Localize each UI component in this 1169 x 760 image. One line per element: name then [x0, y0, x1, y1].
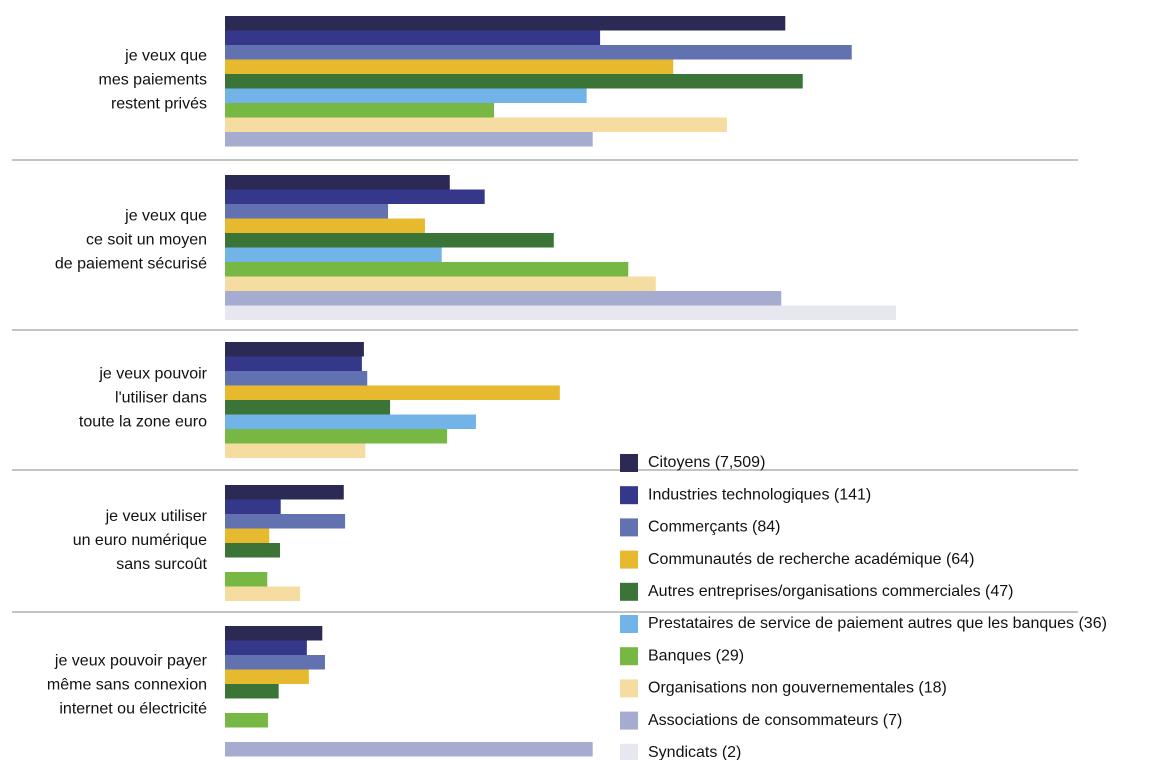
bar: [225, 132, 593, 147]
legend-label: Communautés de recherche académique (64): [648, 551, 974, 568]
legend-label: Banques (29): [648, 647, 744, 664]
bar: [225, 669, 309, 684]
category-label: restent privés: [111, 96, 207, 113]
legend-swatch: [620, 615, 638, 633]
bar: [225, 572, 268, 587]
category-label: je veux pouvoir payer: [54, 653, 208, 670]
category-label: même sans connexion: [47, 677, 207, 694]
bar: [225, 305, 896, 320]
legend-swatch: [620, 454, 638, 472]
bar: [225, 30, 601, 45]
bar: [225, 342, 364, 357]
category-label: internet ou électricité: [59, 701, 207, 718]
bar: [225, 713, 268, 728]
bar: [225, 356, 362, 371]
bar: [225, 684, 279, 699]
bar: [225, 59, 674, 74]
legend-swatch: [620, 679, 638, 698]
bar: [225, 514, 346, 529]
bar: [225, 74, 803, 89]
category-label: je veux utiliser: [105, 508, 208, 525]
bar: [225, 626, 323, 641]
bar: [225, 175, 450, 190]
category-label: je veux que: [124, 48, 207, 65]
bar: [225, 103, 495, 118]
category-label: ce soit un moyen: [86, 231, 207, 248]
legend-swatch: [620, 582, 638, 601]
category-label: je veux que: [124, 207, 207, 224]
legend-swatch: [620, 550, 638, 569]
legend-swatch: [620, 711, 638, 730]
bar: [225, 400, 391, 415]
legend-swatch: [620, 518, 638, 537]
category-label: un euro numérique: [73, 532, 207, 549]
bar: [225, 429, 448, 444]
bar: [225, 414, 476, 429]
legend-label: Commerçants (84): [648, 519, 780, 536]
legend-swatch: [620, 743, 638, 760]
bar: [225, 528, 270, 543]
bar: [225, 742, 593, 757]
bar: [225, 117, 727, 132]
bar: [225, 189, 485, 204]
bar: [225, 88, 587, 103]
bar: [225, 45, 852, 60]
bar: [225, 291, 782, 306]
bar: [225, 543, 281, 558]
category-label: de paiement sécurisé: [55, 255, 207, 272]
legend-label: Industries technologiques (141): [648, 486, 871, 503]
bar: [225, 485, 344, 500]
bar: [225, 218, 425, 233]
bar: [225, 655, 325, 670]
legend-swatch: [620, 486, 638, 505]
legend-label: Autres entreprises/organisations commerc…: [648, 583, 1013, 600]
bar: [225, 276, 656, 291]
bar: [225, 640, 307, 655]
category-label: je veux pouvoir: [98, 366, 207, 383]
category-label: l'utiliser dans: [115, 390, 207, 407]
bar: [225, 247, 442, 262]
legend-label: Organisations non gouvernementales (18): [648, 680, 947, 697]
bar: [225, 204, 389, 219]
legend-label: Associations de consommateurs (7): [648, 712, 902, 729]
category-label: toute la zone euro: [79, 414, 207, 431]
legend-swatch: [620, 647, 638, 666]
category-label: sans surcoût: [116, 556, 207, 573]
legend-label: Syndicats (2): [648, 744, 741, 760]
bar: [225, 586, 301, 601]
bar: [225, 262, 629, 277]
bar: [225, 233, 554, 248]
bar: [225, 371, 368, 386]
bar: [225, 499, 281, 514]
bar: [225, 443, 366, 458]
legend-label: Citoyens (7,509): [648, 454, 765, 471]
bar: [225, 385, 560, 400]
bar: [225, 16, 786, 31]
legend-label: Prestataires de service de paiement autr…: [648, 615, 1107, 632]
category-label: mes paiements: [99, 72, 208, 89]
